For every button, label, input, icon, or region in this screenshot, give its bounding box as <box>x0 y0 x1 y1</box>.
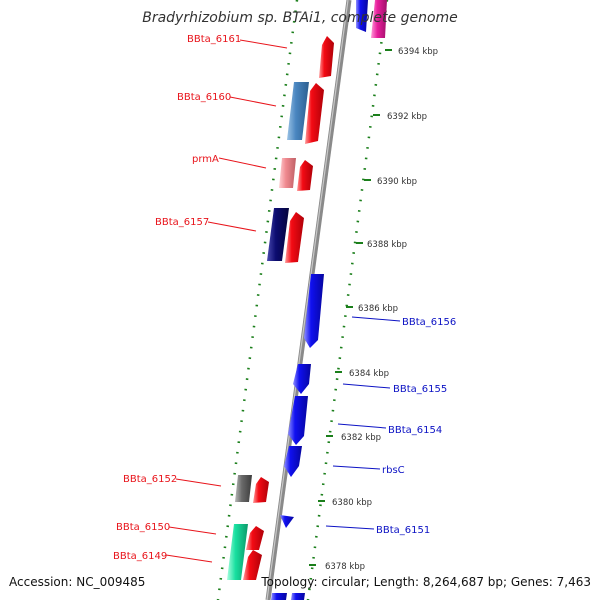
cog-block-6157 <box>267 208 289 261</box>
tick-label: 6386 kbp <box>358 304 398 314</box>
gene-label-prmA[interactable]: prmA <box>192 154 219 165</box>
tick-label: 6378 kbp <box>325 562 365 572</box>
cog-block-partial-top <box>371 0 387 38</box>
gene-label-rbsC[interactable]: rbsC <box>382 465 405 476</box>
tick-label: 6394 kbp <box>398 47 438 57</box>
gene-label-BBta_6152[interactable]: BBta_6152 <box>123 474 177 485</box>
gene-arrow-partial-bottom-2[interactable] <box>291 593 305 600</box>
gene-label-BBta_6155[interactable]: BBta_6155 <box>393 384 447 395</box>
cog-block-prmA <box>279 158 296 188</box>
gene-label-BBta_6149[interactable]: BBta_6149 <box>113 551 167 562</box>
guide-outer-left <box>216 0 299 600</box>
gene-arrow-BBta_6151[interactable] <box>280 515 294 528</box>
gene-arrow-partial-top[interactable] <box>356 0 368 32</box>
gene-label-BBta_6150[interactable]: BBta_6150 <box>116 522 170 533</box>
accession-text: Accession: NC_009485 <box>9 575 145 589</box>
gene-label-BBta_6161[interactable]: BBta_6161 <box>187 34 241 45</box>
gene-arrow-BBta_6156[interactable] <box>304 274 324 348</box>
genome-backbone-highlight <box>266 0 349 600</box>
gene-arrow-prmA[interactable] <box>297 160 313 191</box>
right-leader-lines <box>325 316 401 530</box>
gene-arrow-partial-bottom[interactable] <box>271 593 287 600</box>
gene-label-BBta_6156[interactable]: BBta_6156 <box>402 317 456 328</box>
tick-label: 6382 kbp <box>341 433 381 443</box>
gene-arrow-BBta_6155[interactable] <box>293 364 311 394</box>
cog-block-6150 <box>227 524 248 580</box>
tick-label: 6384 kbp <box>349 369 389 379</box>
gene-arrow-rbsC[interactable] <box>284 446 302 477</box>
topology-text: Topology: circular; Length: 8,264,687 bp… <box>260 575 591 589</box>
left-leader-lines <box>165 39 288 563</box>
tick-label: 6380 kbp <box>332 498 372 508</box>
gene-label-BBta_6154[interactable]: BBta_6154 <box>388 425 442 436</box>
kbp-ticks <box>309 49 392 566</box>
cog-block-6160 <box>287 82 309 140</box>
gene-arrow-BBta_6154[interactable] <box>288 396 308 445</box>
gene-arrow-BBta_6150[interactable] <box>246 526 264 550</box>
tick-label: 6390 kbp <box>377 177 417 187</box>
gene-arrow-BBta_6152[interactable] <box>253 477 269 503</box>
gene-arrow-BBta_6149[interactable] <box>243 550 262 580</box>
map-title: Bradyrhizobium sp. BTAi1, complete genom… <box>142 10 458 26</box>
tick-label: 6392 kbp <box>387 112 427 122</box>
gene-arrow-BBta_6157[interactable] <box>285 212 304 263</box>
gene-label-BBta_6151[interactable]: BBta_6151 <box>376 525 430 536</box>
gene-label-BBta_6157[interactable]: BBta_6157 <box>155 217 209 228</box>
gene-arrow-BBta_6161[interactable] <box>319 36 334 78</box>
tick-label: 6388 kbp <box>367 240 407 250</box>
gene-arrow-BBta_6160[interactable] <box>305 83 324 144</box>
cog-block-6152 <box>235 475 252 502</box>
gene-label-BBta_6160[interactable]: BBta_6160 <box>177 92 231 103</box>
